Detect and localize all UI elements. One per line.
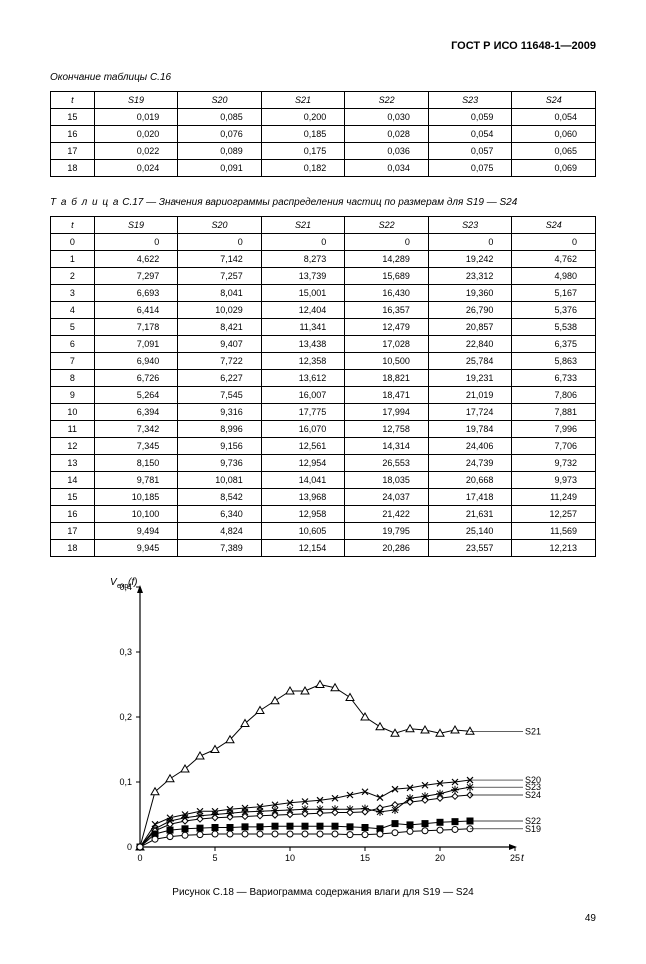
svg-text:25: 25 <box>510 853 520 863</box>
chart-caption: Рисунок С.18 — Вариограмма содержания вл… <box>50 887 596 898</box>
svg-text:20: 20 <box>435 853 445 863</box>
svg-text:10: 10 <box>285 853 295 863</box>
doc-header: ГОСТ Р ИСО 11648-1—2009 <box>50 40 596 52</box>
svg-text:0: 0 <box>127 842 132 852</box>
svg-text:S24: S24 <box>525 790 541 800</box>
svg-text:t: t <box>521 853 525 864</box>
svg-text:0,3: 0,3 <box>119 647 132 657</box>
svg-text:S19: S19 <box>525 824 541 834</box>
chart-c18: 051015202500,10,20,30,4Vexp(f)tS21S20S23… <box>90 577 570 877</box>
svg-text:(f): (f) <box>128 577 137 588</box>
page-number: 49 <box>50 913 596 924</box>
svg-text:exp: exp <box>117 583 128 590</box>
svg-text:0: 0 <box>137 853 142 863</box>
svg-text:15: 15 <box>360 853 370 863</box>
svg-text:0,2: 0,2 <box>119 712 132 722</box>
table-c17: tS19S20S21S22S23S24000000014,6227,1428,2… <box>50 216 596 557</box>
table-c16: tS19S20S21S22S23S24150,0190,0850,2000,03… <box>50 91 596 177</box>
table-c16-caption: Окончание таблицы С.16 <box>50 72 596 83</box>
svg-text:5: 5 <box>212 853 217 863</box>
svg-text:0,1: 0,1 <box>119 777 132 787</box>
table-c17-caption: Т а б л и ц а С.17 — Значения вариограмм… <box>50 197 596 208</box>
svg-text:S21: S21 <box>525 726 541 736</box>
